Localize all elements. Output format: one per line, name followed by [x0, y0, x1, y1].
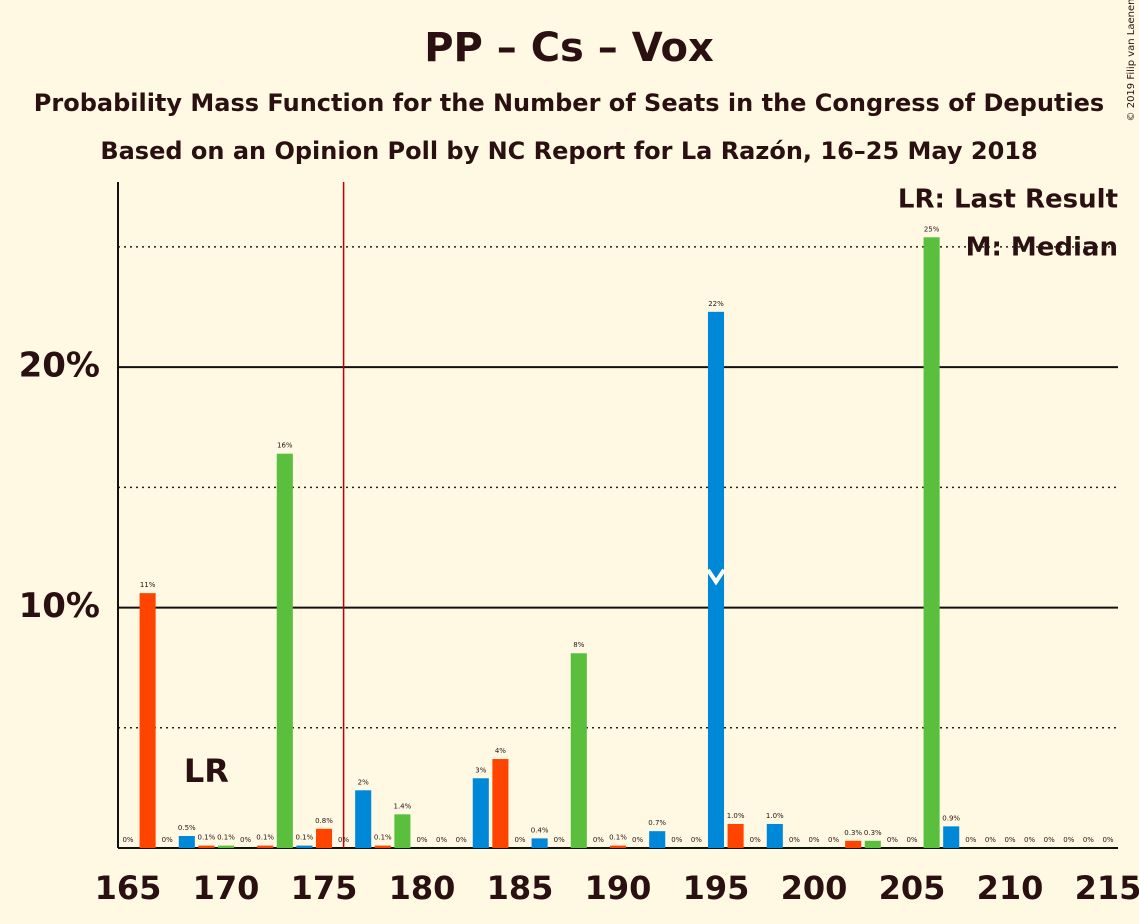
bar [531, 838, 548, 848]
value-label: 0% [1063, 836, 1074, 844]
bar [139, 593, 156, 848]
value-label: 0.8% [315, 817, 333, 825]
value-label: 0.3% [864, 829, 882, 837]
value-label: 3% [475, 766, 486, 774]
value-label: 16% [277, 442, 293, 450]
bar [649, 831, 666, 848]
x-tick-label: 180 [389, 869, 456, 907]
bar [217, 845, 235, 848]
value-label: 1.0% [766, 812, 784, 820]
x-tick-label: 165 [95, 869, 162, 907]
value-label: 0% [240, 836, 251, 844]
value-label: 22% [708, 300, 724, 308]
value-label: 0% [593, 836, 604, 844]
value-label: 0.1% [296, 834, 314, 842]
bar [472, 778, 489, 848]
value-label: 0% [1024, 836, 1035, 844]
bar [570, 653, 587, 848]
value-label: 0% [162, 836, 173, 844]
value-label: 0.9% [942, 814, 960, 822]
value-label: 0% [691, 836, 702, 844]
legend-entry: LR: Last Result [898, 185, 1118, 215]
value-label: 25% [924, 225, 940, 233]
x-tick-label: 205 [879, 869, 946, 907]
x-tick-label: 170 [193, 869, 260, 907]
bar [727, 823, 744, 848]
bar [257, 845, 274, 848]
value-label: 0% [1044, 836, 1055, 844]
lr-label: LR [184, 752, 229, 790]
value-label: 0% [965, 836, 976, 844]
bar [492, 759, 509, 848]
x-tick-label: 190 [585, 869, 652, 907]
value-label: 0.4% [531, 826, 549, 834]
value-label: 0% [436, 836, 447, 844]
value-label: 4% [495, 747, 506, 755]
bar [374, 845, 391, 848]
x-tick-label: 185 [487, 869, 554, 907]
value-label: 0.7% [648, 819, 666, 827]
value-label: 0.1% [374, 834, 392, 842]
bar [355, 790, 372, 848]
value-label: 2% [358, 778, 369, 786]
value-label: 0% [1004, 836, 1015, 844]
value-label: 0% [632, 836, 643, 844]
value-label: 0% [808, 836, 819, 844]
bar [315, 828, 333, 848]
bar [845, 840, 862, 848]
value-label: 0.1% [198, 834, 216, 842]
chart-title: PP – Cs – Vox [424, 25, 714, 71]
x-tick-label: 175 [291, 869, 358, 907]
bar [609, 845, 627, 848]
value-label: 0.1% [217, 834, 235, 842]
value-label: 0% [514, 836, 525, 844]
value-label: 0% [671, 836, 682, 844]
legend-entry: M: Median [966, 233, 1118, 263]
value-label: 0% [338, 836, 349, 844]
x-tick-label: 200 [781, 869, 848, 907]
bar [943, 826, 960, 848]
value-label: 0.1% [609, 834, 627, 842]
bar [178, 835, 195, 848]
value-label: 11% [140, 581, 156, 589]
bar [864, 840, 881, 848]
x-tick-label: 210 [977, 869, 1044, 907]
y-tick-label: 10% [19, 586, 100, 626]
bar [923, 237, 940, 849]
bar [276, 453, 293, 848]
value-label: 0% [906, 836, 917, 844]
value-label: 0% [1083, 836, 1094, 844]
value-label: 0% [828, 836, 839, 844]
value-label: 0% [789, 836, 800, 844]
value-label: 0% [887, 836, 898, 844]
bar [198, 845, 215, 848]
value-label: 0.5% [178, 824, 196, 832]
chart-subtitle: Based on an Opinion Poll by NC Report fo… [100, 137, 1037, 165]
x-tick-label: 195 [683, 869, 750, 907]
value-label: 0% [750, 836, 761, 844]
value-label: 0.3% [844, 829, 862, 837]
value-label: 8% [573, 641, 584, 649]
value-label: 0% [985, 836, 996, 844]
value-label: 0.1% [256, 834, 274, 842]
value-label: 0% [122, 836, 133, 844]
value-label: 0% [1102, 836, 1113, 844]
value-label: 0% [554, 836, 565, 844]
median-marker [706, 568, 726, 586]
y-tick-label: 20% [19, 346, 100, 386]
bar [766, 823, 783, 848]
chart-subtitle: Probability Mass Function for the Number… [34, 89, 1104, 117]
bar [394, 814, 411, 848]
value-label: 1.0% [727, 812, 745, 820]
value-label: 1.4% [394, 802, 412, 810]
bar [296, 845, 313, 848]
value-label: 0% [416, 836, 427, 844]
value-label: 0% [456, 836, 467, 844]
copyright: © 2019 Filip van Laenen [1126, 0, 1137, 121]
x-tick-label: 215 [1075, 869, 1139, 907]
